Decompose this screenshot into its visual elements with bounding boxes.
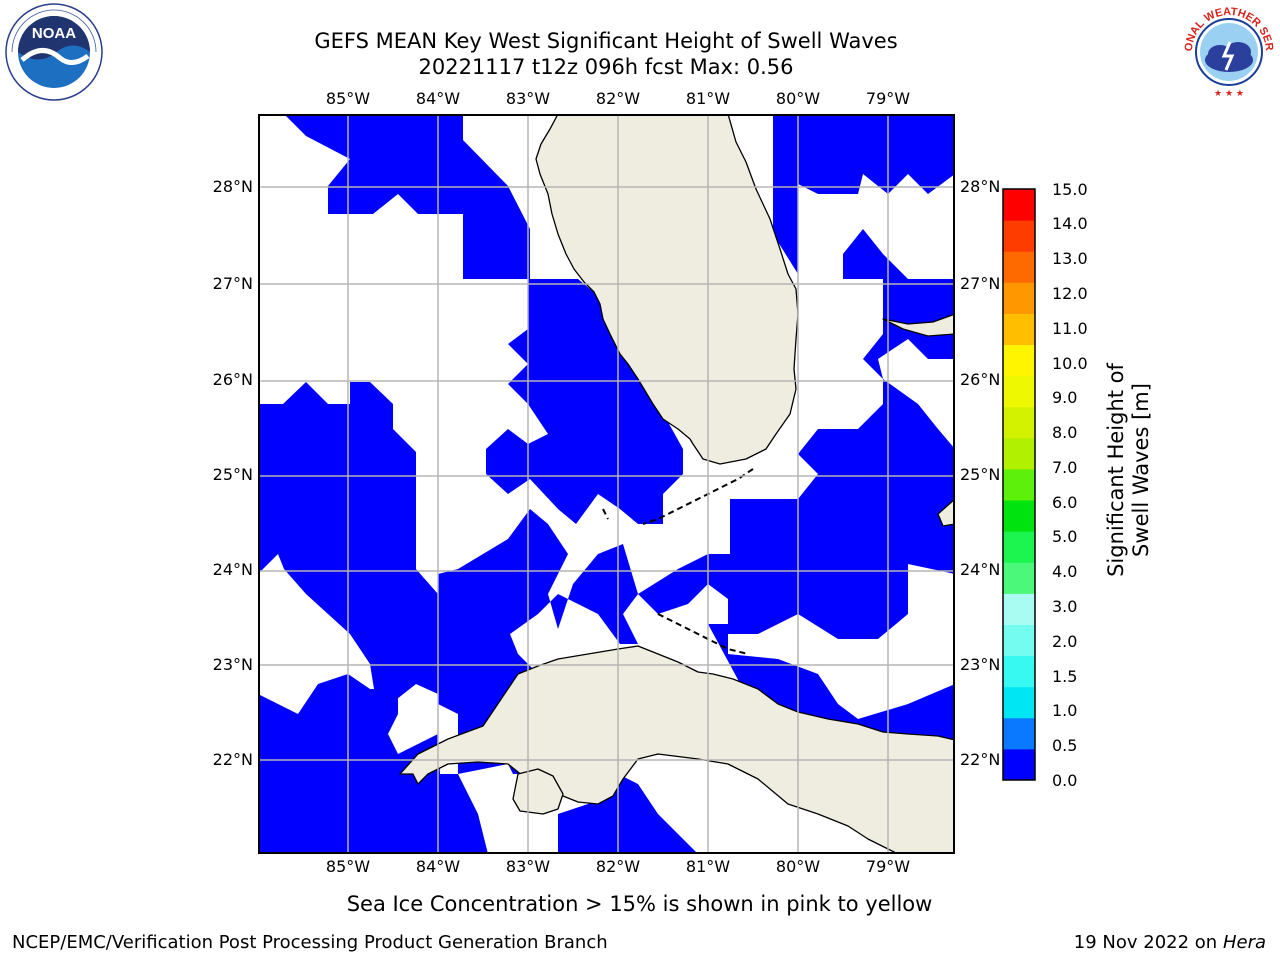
lat-tick-right-25: 25°N <box>960 465 1001 484</box>
swell-region-northeast <box>773 114 955 274</box>
lat-tick-left-27: 27°N <box>212 274 253 293</box>
colorbar-bin <box>1003 282 1035 314</box>
colorbar-bin <box>1003 406 1035 439</box>
colorbar-tick-label: 4.0 <box>1052 562 1078 581</box>
colorbar-tick-label: 11.0 <box>1052 319 1088 338</box>
colorbar-bin <box>1003 655 1035 688</box>
bahamas-andros <box>882 313 955 337</box>
colorbar-bin <box>1003 593 1035 625</box>
colorbar-tick-label: 9.0 <box>1052 388 1078 407</box>
sea-ice-caption: Sea Ice Concentration > 15% is shown in … <box>346 892 933 916</box>
plot-title: GEFS MEAN Key West Significant Height of… <box>314 29 898 53</box>
colorbar-tick-label: 2.0 <box>1052 632 1078 651</box>
map-grid <box>258 114 955 854</box>
lat-tick-left-28: 28°N <box>212 177 253 196</box>
colorbar-bin <box>1003 500 1035 532</box>
lon-tick-bottom-81: 81°W <box>685 857 731 876</box>
colorbar-tick-label: 8.0 <box>1052 423 1078 442</box>
colorbar-tick-label: 12.0 <box>1052 284 1088 303</box>
colorbar-tick-label: 6.0 <box>1052 493 1078 512</box>
lon-tick-bottom-80: 80°W <box>775 857 821 876</box>
bahamas-island <box>937 498 955 527</box>
swell-region-west <box>258 382 638 774</box>
colorbar-tick-label: 1.0 <box>1052 701 1078 720</box>
colorbar-frame <box>1002 188 1036 781</box>
swell-region-southwest <box>258 674 488 854</box>
isla-de-la-juventud <box>512 768 564 815</box>
lon-tick-top-79: 79°W <box>865 89 911 108</box>
lat-tick-right-26: 26°N <box>960 370 1001 389</box>
lon-tick-top-83: 83°W <box>505 89 551 108</box>
swell-map <box>258 114 955 854</box>
footer-host: Hera <box>1222 932 1266 953</box>
colorbar-label-text: Significant Height of Swell Waves [m] <box>1104 363 1153 577</box>
lat-tick-left-24: 24°N <box>212 560 253 579</box>
footer-credit: NCEP/EMC/Verification Post Processing Pr… <box>12 932 608 953</box>
colorbar-tick-label: 13.0 <box>1052 249 1088 268</box>
colorbar <box>1002 188 1036 781</box>
colorbar-tick-label: 7.0 <box>1052 458 1078 477</box>
colorbar-bins <box>1003 189 1035 781</box>
lon-tick-bottom-84: 84°W <box>415 857 461 876</box>
swell-region-south <box>558 774 698 854</box>
florida-peninsula <box>535 114 799 465</box>
colorbar-label: Significant Height of Swell Waves [m] <box>1104 340 1154 600</box>
florida-keys <box>602 468 754 655</box>
lon-tick-top-80: 80°W <box>775 89 821 108</box>
swell-region-north-gulf <box>284 114 530 279</box>
colorbar-bin <box>1003 375 1035 408</box>
lat-tick-right-22: 22°N <box>960 750 1001 769</box>
colorbar-tick-label: 10.0 <box>1052 354 1088 373</box>
colorbar-bin <box>1003 313 1035 346</box>
lon-tick-top-84: 84°W <box>415 89 461 108</box>
lon-tick-bottom-85: 85°W <box>325 857 371 876</box>
colorbar-bin <box>1003 748 1035 781</box>
lat-tick-left-22: 22°N <box>212 750 253 769</box>
lat-tick-left-26: 26°N <box>212 370 253 389</box>
lat-tick-left-23: 23°N <box>212 655 253 674</box>
colorbar-bin <box>1003 717 1035 750</box>
colorbar-tick-label: 3.0 <box>1052 597 1078 616</box>
lon-tick-top-85: 85°W <box>325 89 371 108</box>
lon-tick-bottom-83: 83°W <box>505 857 551 876</box>
colorbar-bin <box>1003 251 1035 283</box>
colorbar-bin <box>1003 624 1035 657</box>
lat-tick-left-25: 25°N <box>212 465 253 484</box>
colorbar-bin <box>1003 531 1035 563</box>
lat-tick-right-23: 23°N <box>960 655 1001 674</box>
lon-tick-top-82: 82°W <box>595 89 641 108</box>
noaa-logo: NOAA <box>5 3 103 101</box>
lat-tick-right-24: 24°N <box>960 560 1001 579</box>
colorbar-bin <box>1003 344 1035 377</box>
lon-tick-bottom-79: 79°W <box>865 857 911 876</box>
colorbar-tick-label: 15.0 <box>1052 180 1088 199</box>
plot-subtitle: 20221117 t12z 096h fcst Max: 0.56 <box>418 55 794 79</box>
colorbar-tick-label: 14.0 <box>1052 214 1088 233</box>
lon-tick-top-81: 81°W <box>685 89 731 108</box>
colorbar-bin <box>1003 189 1035 221</box>
colorbar-tick-label: 1.5 <box>1052 667 1078 686</box>
colorbar-bin <box>1003 220 1035 252</box>
lat-tick-right-28: 28°N <box>960 177 1001 196</box>
lon-tick-bottom-82: 82°W <box>595 857 641 876</box>
land <box>399 114 955 854</box>
colorbar-bin <box>1003 437 1035 470</box>
noaa-logo-text: NOAA <box>32 25 76 42</box>
colorbar-bin <box>1003 468 1035 501</box>
lat-tick-right-27: 27°N <box>960 274 1001 293</box>
map-frame <box>258 114 955 854</box>
footer-date-text: 19 Nov 2022 on <box>1073 932 1218 953</box>
colorbar-bin <box>1003 686 1035 719</box>
swell-region-bahamas-south <box>863 474 955 614</box>
colorbar-tick-label: 5.0 <box>1052 527 1078 546</box>
colorbar-bin <box>1003 562 1035 594</box>
colorbar-tick-label: 0.5 <box>1052 736 1078 755</box>
footer-date: 19 Nov 2022 on Hera <box>1074 932 1266 954</box>
colorbar-tick-label: 0.0 <box>1052 771 1078 790</box>
nws-logo: NATIONAL WEATHER SERVICE ★ ★ ★ <box>1180 2 1276 99</box>
svg-text:★ ★ ★: ★ ★ ★ <box>1214 89 1244 99</box>
